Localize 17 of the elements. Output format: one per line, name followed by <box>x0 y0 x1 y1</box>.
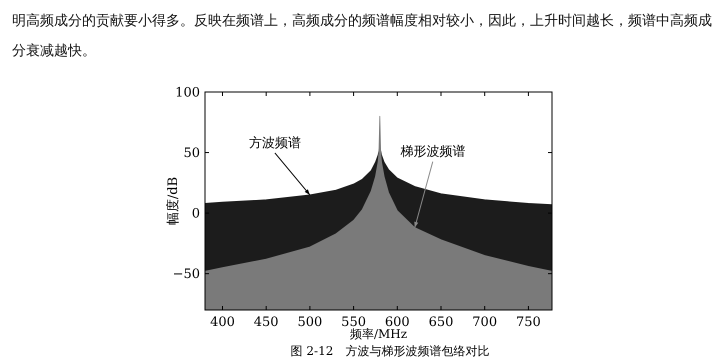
y-tick-label: 100 <box>175 86 200 100</box>
y-axis-title: 幅度/dB <box>165 176 181 226</box>
text: 明高频成分的贡献要小得多。反映在频谱上，高频成分的频谱幅度相对较小，因此，上升时间越长，频谱中高频成分衰减越快。 <box>12 12 712 61</box>
x-tick-label: 450 <box>254 315 279 330</box>
x-tick-label: 400 <box>210 315 235 330</box>
y-tick-label: 0 <box>192 206 200 222</box>
annotation: 方波频谱 <box>248 134 301 151</box>
x-tick-label: 500 <box>297 315 322 330</box>
x-tick-label: 750 <box>516 315 541 330</box>
text: 图 2-12 方波与梯形波频谱包络对比 <box>290 344 490 358</box>
y-tick-label: 50 <box>183 146 200 162</box>
annotation: 梯形波频谱 <box>399 144 466 160</box>
x-tick-label: 700 <box>472 315 498 330</box>
x-axis-title: 频率/MHz <box>350 327 408 341</box>
x-tick-label: 600 <box>384 315 410 330</box>
y-tick-label: −50 <box>172 267 200 282</box>
x-tick-label: 650 <box>428 315 454 330</box>
